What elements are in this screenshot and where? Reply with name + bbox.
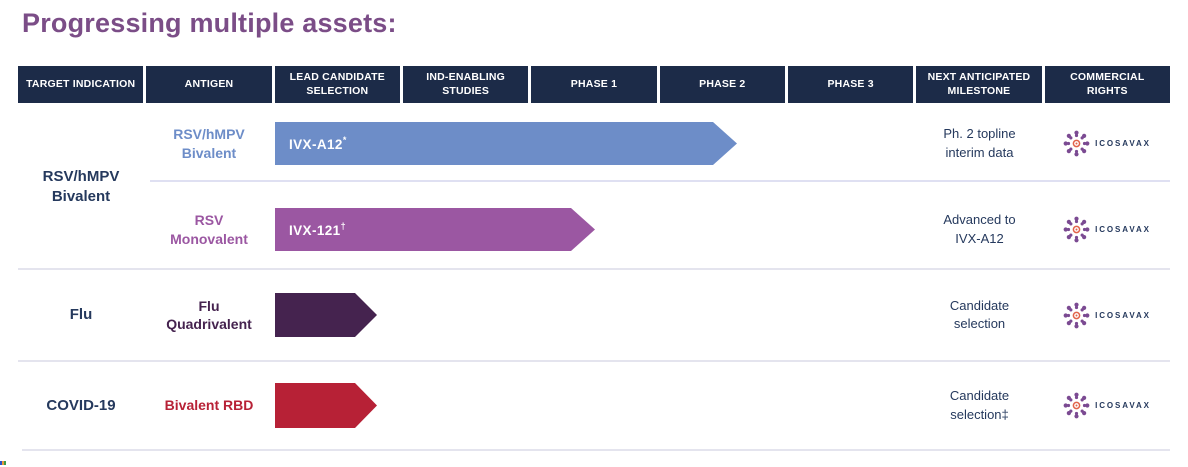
milestone-row-3: Candidate selection (949, 297, 1010, 331)
icosavax-wordmark: ICOSAVAX (1095, 310, 1151, 320)
icosavax-flower-icon (1063, 130, 1090, 157)
column-header-commercial-rights: COMMERCIAL RIGHTS (1044, 66, 1170, 103)
progress-arrow-flu-quadrivalent (275, 293, 377, 337)
indication-rsv-hmpv-bivalent: RSV/hMPV Bivalent (42, 167, 120, 205)
icosavax-logo: ICOSAVAX (1044, 383, 1170, 428)
progress-arrow-bivalent-rbd (275, 383, 377, 428)
column-header-lead-candidate-selection: LEAD CANDIDATE SELECTION (274, 66, 400, 103)
icosavax-logo: ICOSAVAX (1044, 208, 1170, 251)
icosavax-flower-icon (1063, 302, 1090, 329)
bottom-divider (22, 449, 1170, 451)
icosavax-flower-icon (1063, 216, 1090, 243)
antigen-rsv-monovalent: RSV Monovalent (170, 212, 248, 247)
progress-arrow-ivx-121: IVX-121† (275, 208, 595, 251)
column-header-phase-2: PHASE 2 (659, 66, 785, 103)
antigen-bivalent-rbd: Bivalent RBD (164, 397, 254, 414)
icosavax-logo: ICOSAVAX (1044, 293, 1170, 337)
row-divider (18, 360, 1170, 362)
candidate-label-ivx-a12: IVX-A12* (289, 135, 347, 152)
footnote-marker-dagger: † (340, 221, 346, 231)
footnote-marker-asterisk: * (342, 135, 347, 145)
indication-covid-19: COVID-19 (46, 396, 116, 414)
candidate-label-ivx-121: IVX-121† (289, 221, 346, 238)
antigen-flu-quadrivalent: Flu Quadrivalent (166, 297, 252, 332)
column-header-antigen: ANTIGEN (146, 66, 272, 103)
column-header-ind-enabling-studies: IND-ENABLING STUDIES (402, 66, 529, 103)
column-header-phase-1: PHASE 1 (531, 66, 657, 103)
column-header-next-anticipated-milestone: NEXT ANTICIPATED MILESTONE (916, 66, 1042, 103)
table-header: TARGET INDICATION ANTIGEN LEAD CANDIDATE… (18, 66, 1170, 103)
slide-title: Progressing multiple assets: (22, 8, 397, 38)
icosavax-wordmark: ICOSAVAX (1095, 225, 1151, 234)
milestone-row-1: Ph. 2 topline interim data (943, 126, 1016, 160)
corner-artifact (0, 461, 6, 465)
column-header-target-indication: TARGET INDICATION (18, 66, 144, 103)
progress-arrow-ivx-a12: IVX-A12* (275, 122, 737, 165)
icosavax-wordmark: ICOSAVAX (1095, 139, 1151, 148)
milestone-row-2: Advanced to IVX-A12 (943, 212, 1016, 246)
icosavax-flower-icon (1063, 392, 1090, 419)
row-divider (150, 180, 1170, 182)
icosavax-logo: ICOSAVAX (1044, 122, 1170, 165)
row-divider (18, 268, 1170, 270)
antigen-rsv-hmpv-bivalent: RSV/hMPV Bivalent (173, 126, 245, 161)
milestone-row-4: Candidate selection‡ (949, 388, 1010, 422)
icosavax-wordmark: ICOSAVAX (1095, 401, 1151, 410)
indication-flu: Flu (69, 306, 93, 324)
column-header-phase-3: PHASE 3 (787, 66, 914, 103)
